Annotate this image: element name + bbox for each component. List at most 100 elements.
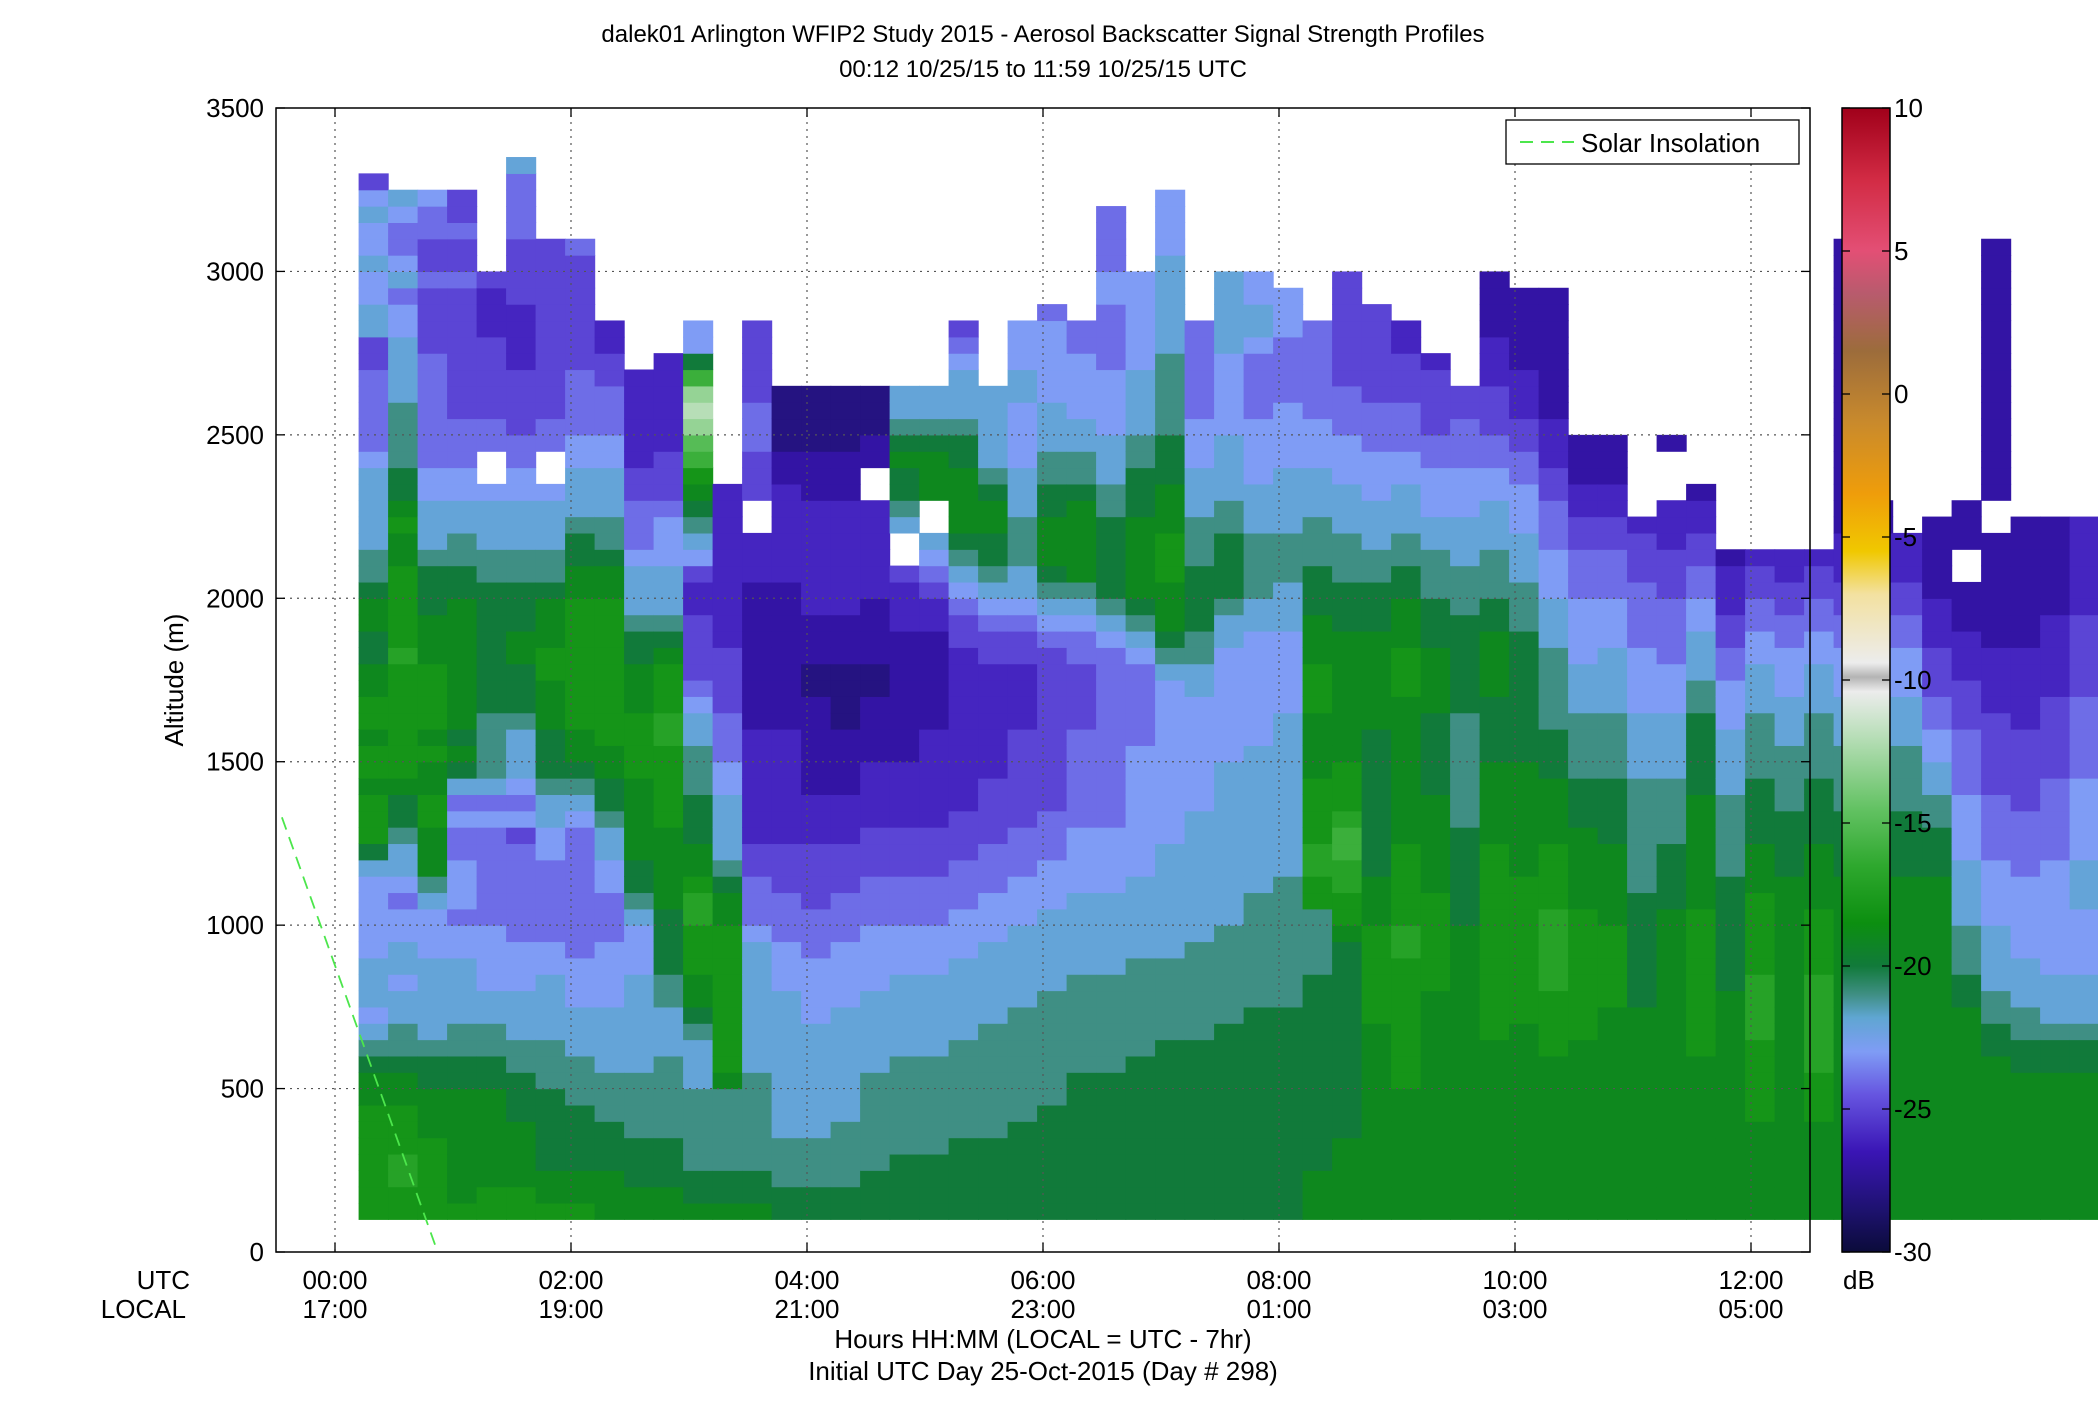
heat-cell — [889, 892, 920, 910]
heat-cell — [1332, 483, 1363, 501]
heat-cell — [801, 843, 832, 861]
heat-cell — [712, 614, 743, 632]
heat-cell — [565, 1137, 596, 1155]
heat-cell — [1066, 532, 1097, 550]
heat-cell — [1243, 451, 1274, 469]
heat-cell — [2040, 990, 2071, 1008]
heat-cell — [1037, 516, 1068, 534]
heat-cell — [417, 353, 448, 371]
heat-cell — [1981, 1170, 2012, 1188]
heat-cell — [358, 304, 389, 322]
heat-cell — [860, 1006, 891, 1024]
heat-cell — [535, 434, 566, 452]
heat-cell — [1509, 385, 1540, 403]
heat-cell — [1686, 1153, 1717, 1171]
heat-cell — [801, 1088, 832, 1106]
heat-cell — [948, 1186, 979, 1204]
heat-cell — [2040, 712, 2071, 730]
heat-cell — [712, 729, 743, 746]
heat-cell — [535, 647, 566, 665]
heat-cell — [801, 532, 832, 550]
heat-cell — [1096, 532, 1127, 550]
heat-cell — [1007, 483, 1038, 501]
heat-cell — [1981, 778, 2012, 795]
heat-cell — [565, 696, 596, 714]
heat-cell — [1332, 729, 1363, 746]
heat-cell — [683, 843, 714, 861]
heat-cell — [1125, 1055, 1156, 1073]
heat-cell — [653, 532, 684, 550]
heat-cell — [1479, 1121, 1510, 1139]
heat-cell — [1450, 1202, 1481, 1220]
heat-cell — [1066, 565, 1097, 583]
chart-subtitle: 00:12 10/25/15 to 11:59 10/25/15 UTC — [839, 56, 1247, 83]
heat-cell — [1125, 892, 1156, 910]
heat-cell — [771, 614, 802, 632]
heat-cell — [1037, 434, 1068, 452]
heat-cell — [1509, 745, 1540, 763]
heat-cell — [1184, 320, 1215, 338]
heat-cell — [1155, 729, 1186, 746]
heat-cell — [1509, 729, 1540, 746]
heat-cell — [1951, 680, 1982, 697]
heat-cell — [1243, 974, 1274, 992]
heat-cell — [1509, 320, 1540, 338]
heat-cell — [948, 1137, 979, 1155]
heat-cell — [1096, 990, 1127, 1008]
heat-cell — [1450, 990, 1481, 1008]
heat-cell — [2069, 1088, 2098, 1106]
heat-cell — [1804, 1104, 1835, 1122]
heat-cell — [1420, 532, 1451, 550]
heat-cell — [1066, 353, 1097, 371]
heat-cell — [447, 778, 478, 795]
heat-cell — [1656, 729, 1687, 746]
heat-cell — [1450, 712, 1481, 730]
heat-cell — [889, 843, 920, 861]
heat-cell — [594, 336, 625, 354]
heat-cell — [1391, 974, 1422, 992]
heat-cell — [1568, 663, 1599, 681]
heat-cell — [1332, 957, 1363, 975]
heat-cell — [565, 271, 596, 289]
heat-cell — [889, 1170, 920, 1188]
heat-cell — [535, 255, 566, 273]
heat-cell — [1450, 385, 1481, 403]
heat-cell — [358, 1170, 389, 1188]
heat-cell — [594, 1104, 625, 1122]
heat-cell — [1214, 647, 1245, 665]
heat-cell — [1184, 908, 1215, 926]
heat-cell — [1332, 500, 1363, 518]
heat-cell — [1214, 1039, 1245, 1057]
heat-cell — [860, 1170, 891, 1188]
heat-cell — [1981, 1088, 2012, 1106]
heat-cell — [1922, 990, 1953, 1008]
heat-cell — [1450, 1121, 1481, 1139]
heat-cell — [1302, 761, 1333, 779]
heat-cell — [1155, 483, 1186, 501]
heat-cell — [417, 271, 448, 289]
heat-cell — [506, 1006, 537, 1024]
heat-cell — [1509, 1088, 1540, 1106]
heat-cell — [1155, 385, 1186, 403]
heat-cell — [1774, 549, 1805, 567]
heat-cell — [948, 1121, 979, 1139]
heat-cell — [771, 1072, 802, 1090]
heat-cell — [978, 1202, 1009, 1220]
heat-cell — [624, 1023, 655, 1041]
heat-cell — [1273, 843, 1304, 861]
heat-cell — [1243, 336, 1274, 354]
heat-cell — [1892, 990, 1923, 1008]
heat-cell — [1922, 1121, 1953, 1139]
heat-cell — [2010, 1137, 2041, 1155]
heat-cell — [1302, 353, 1333, 371]
heat-cell — [1037, 1137, 1068, 1155]
heat-cell — [1568, 1104, 1599, 1122]
heat-cell — [1420, 1006, 1451, 1024]
heat-cell — [535, 810, 566, 828]
heat-cell — [624, 532, 655, 550]
heat-cell — [1922, 680, 1953, 697]
heat-cell — [1479, 614, 1510, 632]
heat-cell — [1686, 1121, 1717, 1139]
heat-cell — [506, 516, 537, 534]
heat-cell — [1538, 745, 1569, 763]
